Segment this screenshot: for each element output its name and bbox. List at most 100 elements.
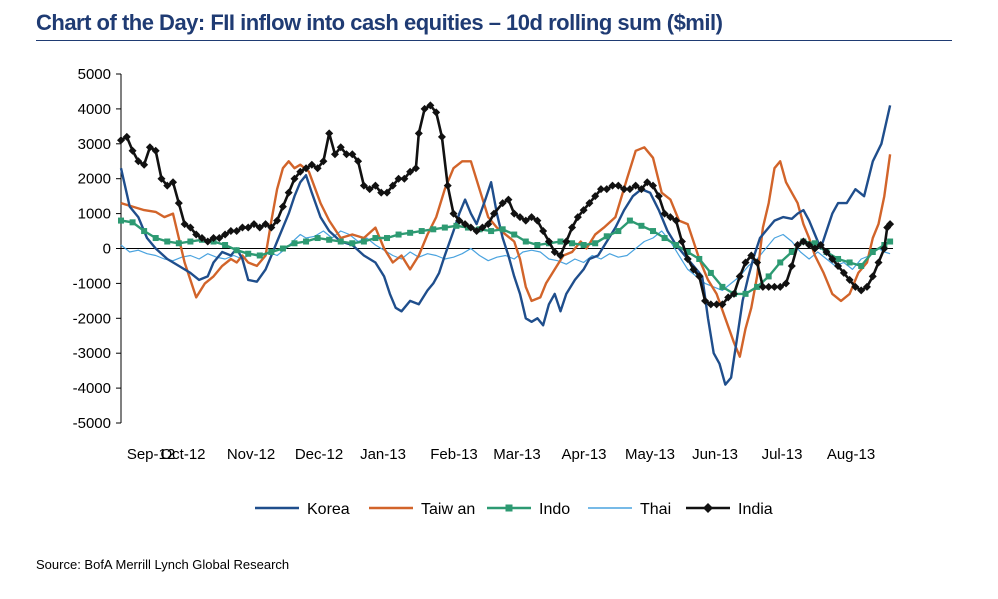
data-point <box>117 136 125 145</box>
y-tick-label: 1000 <box>78 206 111 223</box>
data-point <box>359 181 368 190</box>
data-point <box>562 237 571 246</box>
data-point <box>118 217 124 224</box>
data-point <box>666 213 675 222</box>
axes: 5000 4000 3000 2000 1000 0 -1000 -2000 -3000 -400… <box>73 66 893 463</box>
data-point <box>244 223 253 232</box>
x-tick-label: Apr-13 <box>561 446 606 463</box>
data-point <box>360 238 367 245</box>
data-point <box>221 230 230 239</box>
data-point <box>478 223 487 232</box>
data-point <box>296 167 305 176</box>
x-tick-label: Jul-13 <box>762 446 803 463</box>
data-point <box>267 223 276 232</box>
data-point <box>489 209 498 218</box>
data-point <box>603 233 610 240</box>
data-point <box>411 164 420 173</box>
data-point <box>758 282 767 291</box>
series-thai <box>120 230 891 291</box>
y-tick-label: -3000 <box>73 345 111 362</box>
data-point <box>696 255 703 262</box>
data-point <box>302 164 311 173</box>
legend-item: Korea <box>255 501 350 518</box>
data-point <box>152 235 159 242</box>
data-point <box>695 272 704 281</box>
data-point <box>649 181 658 190</box>
data-point <box>192 230 201 239</box>
data-point <box>614 181 623 190</box>
data-point <box>592 240 599 247</box>
data-point <box>406 167 415 176</box>
data-point <box>862 282 871 291</box>
data-point <box>799 237 808 246</box>
data-point <box>175 240 182 247</box>
data-point <box>522 238 529 245</box>
data-point <box>164 238 171 245</box>
data-point <box>215 234 224 243</box>
data-point <box>557 238 564 245</box>
data-point <box>718 300 727 309</box>
data-point <box>384 235 391 242</box>
legend-label: Korea <box>307 501 350 518</box>
data-point <box>839 268 848 277</box>
data-point <box>511 231 518 238</box>
data-point <box>625 185 634 194</box>
y-tick-label: -1000 <box>73 275 111 292</box>
data-point <box>278 202 287 211</box>
data-point <box>319 157 328 166</box>
data-point <box>810 244 819 253</box>
data-point <box>354 157 363 166</box>
source-note: Source: BofA Merrill Lynch Global Resear… <box>36 557 290 572</box>
data-point <box>197 234 206 243</box>
data-point <box>129 219 136 226</box>
y-tick-label: 0 <box>103 241 111 258</box>
data-point <box>313 164 322 173</box>
y-tick-label: -5000 <box>73 415 111 432</box>
data-point <box>504 195 513 204</box>
data-point <box>533 216 542 225</box>
data-point <box>673 242 680 249</box>
data-point <box>637 185 646 194</box>
x-tick-label: Oct-12 <box>160 446 205 463</box>
data-point <box>226 227 235 236</box>
data-point <box>765 273 772 280</box>
data-point <box>426 101 435 110</box>
data-point <box>151 146 160 155</box>
legend-label: Thai <box>640 501 671 518</box>
data-point <box>291 240 298 247</box>
data-point <box>365 185 374 194</box>
data-point <box>261 220 270 229</box>
data-point <box>145 143 154 152</box>
data-point <box>585 199 594 208</box>
data-point <box>498 199 507 208</box>
data-point <box>407 229 414 236</box>
data-point <box>233 247 240 254</box>
data-point <box>372 235 379 242</box>
data-point <box>776 282 785 291</box>
data-point <box>163 181 172 190</box>
y-tick-label: 5000 <box>78 66 111 83</box>
series-lines <box>117 101 895 386</box>
data-point <box>245 250 252 257</box>
data-point <box>499 226 506 233</box>
data-point <box>568 223 577 232</box>
data-point <box>661 235 668 242</box>
data-point <box>845 275 854 284</box>
data-point <box>128 146 137 155</box>
data-point <box>770 282 779 291</box>
data-point <box>273 216 282 225</box>
data-point <box>388 181 397 190</box>
data-point <box>453 222 460 229</box>
data-point <box>140 160 149 169</box>
data-point <box>828 254 837 263</box>
data-point <box>209 234 218 243</box>
data-point <box>383 188 392 197</box>
data-point <box>377 188 386 197</box>
legend-marker <box>505 504 513 512</box>
data-point <box>180 220 189 229</box>
series-line <box>120 230 891 291</box>
legend: Korea Taiw an Indo Thai India <box>255 501 773 518</box>
data-point <box>816 241 825 250</box>
data-point <box>569 240 576 247</box>
data-point <box>134 157 143 166</box>
